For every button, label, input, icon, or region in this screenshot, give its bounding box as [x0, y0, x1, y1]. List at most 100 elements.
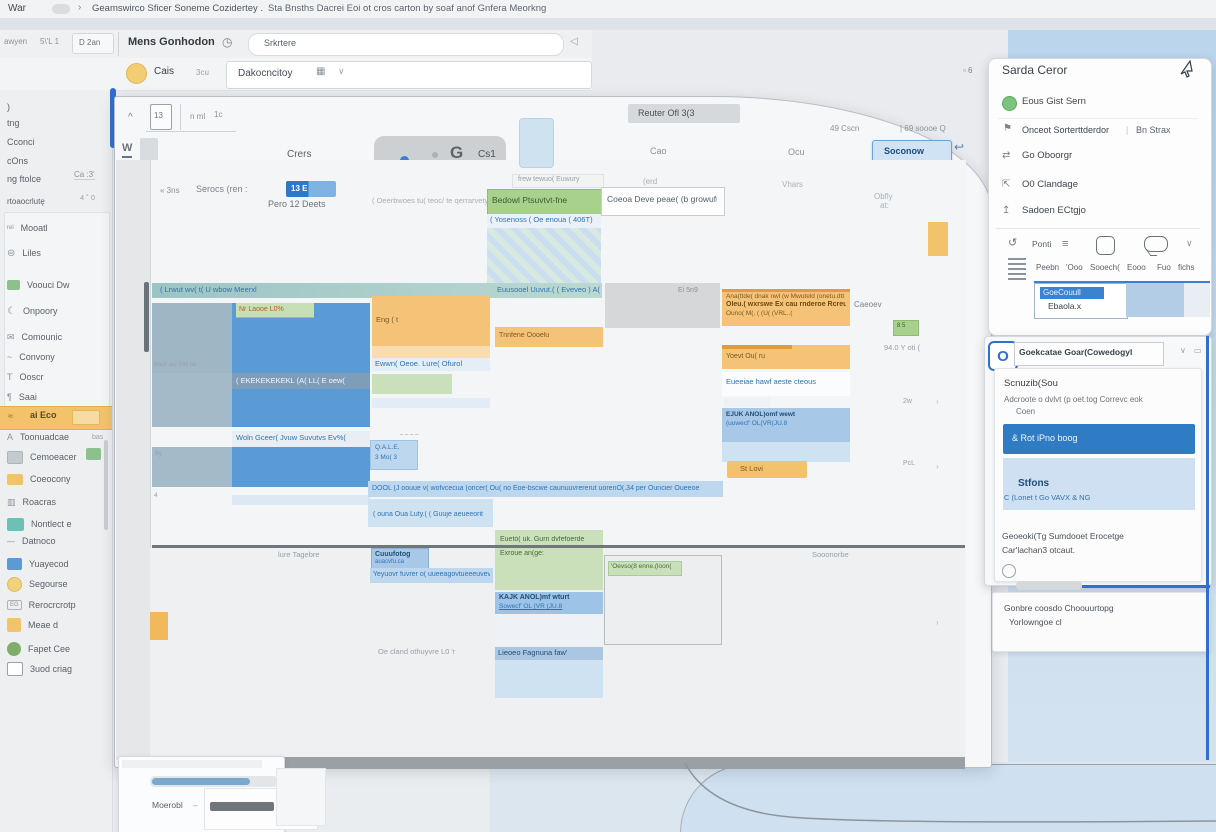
widget-dark-bar[interactable]	[210, 802, 274, 811]
list-icon[interactable]	[1008, 258, 1026, 280]
chevron-down-icon[interactable]: ∨	[338, 66, 345, 76]
menu-item-sadoen[interactable]: ↥ Sadoen ECtgjo	[996, 203, 1202, 225]
event-striped-block[interactable]	[487, 228, 601, 290]
sidebar-item[interactable]: tng	[0, 114, 110, 132]
sidebar-item-nontlect[interactable]: Nontlect e	[0, 515, 110, 533]
sidebar-item-mooatl[interactable]: rei Mooatl	[0, 219, 110, 237]
aieco-toggle[interactable]	[72, 410, 100, 425]
sidebar-item-convony[interactable]: ~ Convony	[0, 348, 110, 366]
nav-pill[interactable]	[52, 4, 70, 14]
menu-item-onceot[interactable]: ⚑ Onceot Sorterttderdor | Bn Strax	[996, 121, 1202, 143]
forward-icon[interactable]: ›	[78, 2, 82, 13]
event-a1-gray[interactable]	[152, 303, 232, 373]
sidebar-item-roacras[interactable]: ▥ Roacras	[0, 493, 110, 511]
panel-tab-peebn[interactable]: Peebn	[1036, 263, 1060, 272]
yellow-tall-chip[interactable]	[928, 222, 948, 256]
toolbar-tab[interactable]	[72, 33, 114, 54]
event-wide-blue-band[interactable]: DOOL (J oouue v( wofvcecua (oricer( Ou( …	[368, 481, 723, 497]
event-a2-header[interactable]	[232, 373, 370, 389]
assistant-title-box[interactable]	[1014, 342, 1164, 366]
primary-button-label[interactable]: & Rot iPno boog	[1012, 433, 1078, 443]
event-a3-blue[interactable]	[232, 447, 370, 487]
event-c-green[interactable]: Euetó( uk. Gurn dvfefoerde Exroue an(ge:	[495, 530, 603, 590]
stfons-section[interactable]	[1003, 458, 1195, 510]
event-b-green[interactable]	[372, 374, 452, 394]
event-b-row3[interactable]: Yeyuovr fuvrer o( uueeagovtueeeuvev'	[370, 568, 493, 583]
collapse-caret-icon[interactable]: ^	[128, 112, 133, 123]
menu-item-clandage[interactable]: ⇱ O0 Clandage	[996, 177, 1202, 199]
chevron-right-icon[interactable]: ›	[936, 397, 939, 406]
cell-sub-text[interactable]: Ebaola.x	[1048, 301, 1082, 311]
panel-tab-fuo[interactable]: Fuo	[1157, 263, 1171, 272]
event-b2-block[interactable]: ( ouna Oua Luty.( ( Guuje aeueeorit	[368, 499, 493, 527]
sticker-icon[interactable]	[1096, 236, 1115, 255]
calendar-scrollbar[interactable]	[144, 282, 149, 352]
sidebar-item-coeocony[interactable]: Coeocony	[0, 470, 110, 488]
window-toolbar-icons[interactable]: 49 Cscn	[830, 124, 860, 133]
search-submit-icon[interactable]: ◁	[570, 36, 578, 47]
panel-tab-sooech[interactable]: Sooech(	[1090, 263, 1120, 272]
sidebar-item-liles[interactable]: ⊜ Liles	[0, 244, 110, 262]
info-circle-icon[interactable]	[1002, 564, 1016, 578]
event-c4-header[interactable]: Lieoeo Fagnuna faw'	[495, 647, 603, 660]
status-dot[interactable]	[126, 63, 147, 84]
event-c-orange[interactable]: Tnnfene Oooelu	[495, 327, 603, 347]
search-input[interactable]	[248, 33, 564, 56]
menu-item-eous[interactable]: Eous Gist Sern	[996, 94, 1202, 116]
event-band-teal[interactable]	[152, 283, 602, 298]
column-header-white[interactable]	[601, 187, 725, 216]
sidebar-item-fapetcee[interactable]: Fapet Cee	[0, 640, 110, 658]
chevron-down-icon[interactable]: ∨	[1186, 238, 1193, 248]
toolbar-tab-label[interactable]: D 2an	[79, 38, 101, 47]
event-b-orange[interactable]: Eng ( t	[372, 296, 490, 346]
table-cell-shaded[interactable]	[1126, 283, 1184, 317]
sidebar-item-voouci[interactable]: Voouci Dw	[0, 276, 110, 294]
cell-selected-text[interactable]: GoeCouull	[1043, 288, 1081, 297]
category-dropdown-value[interactable]: Dakocncitoy	[238, 68, 293, 79]
primary-button[interactable]	[1003, 424, 1195, 454]
event-b-strip[interactable]	[372, 398, 490, 408]
sidebar-item-comounic[interactable]: ✉ Comounic	[0, 328, 110, 346]
active-tab-label[interactable]: Cs1	[478, 149, 496, 160]
sidebar-scrollbar[interactable]	[104, 440, 108, 530]
chevron-right-icon[interactable]: ›	[936, 618, 939, 627]
panel-tab-fichs[interactable]: fichs	[1178, 263, 1195, 272]
pont-tool-label[interactable]: Ponti	[1032, 239, 1052, 249]
panel-minimize-icon[interactable]: ▭	[1194, 346, 1202, 355]
sidebar-item-extra[interactable]: Ca :3'	[74, 170, 95, 181]
event-orange-square[interactable]	[150, 612, 168, 640]
lines-icon[interactable]: ≡	[1062, 238, 1069, 250]
green-mini-chip[interactable]	[893, 320, 919, 336]
sidebar-item[interactable]: rtoaocrlutę	[0, 192, 110, 210]
sidebar-item[interactable]: ng ftolce	[0, 170, 110, 188]
menu-item-oboorgr[interactable]: ⇄ Go Oboorgr	[996, 148, 1202, 170]
sidebar-item-saai[interactable]: ¶ Saai	[0, 388, 110, 406]
sidebar-item-cemoeacer[interactable]: Cemoeacer	[0, 448, 110, 466]
event-a4-strip[interactable]	[232, 495, 370, 505]
event-b-chip[interactable]: Cuuufotog auacvfu.ca	[371, 548, 429, 570]
sidebar-item-toonuadcae[interactable]: A Toonuadcae	[0, 428, 110, 446]
event-balt-chip[interactable]: Q.A.L.E. 3 Mo( 3	[370, 440, 418, 470]
calendar-icon[interactable]: ▦	[316, 66, 326, 77]
event-b-orange-pale[interactable]	[372, 346, 490, 358]
tab-label-crers[interactable]: Crers	[287, 149, 312, 160]
table-cell-plain[interactable]	[1184, 283, 1210, 317]
category-dropdown[interactable]	[226, 61, 592, 89]
event-a2-gray[interactable]	[152, 373, 232, 427]
event-e4-blue[interactable]: EJUK ANOL)omf wewt (uuwecf' OL(VR(JU.8	[722, 408, 850, 442]
sidebar-item-aieco-label[interactable]: ai Eco	[30, 410, 57, 420]
event-a3-header-bg[interactable]	[232, 431, 370, 447]
doc-chip-icon[interactable]	[140, 138, 158, 164]
comment-icon[interactable]	[1144, 236, 1168, 252]
calendar-search-label[interactable]: Serocs (ren :	[196, 184, 248, 194]
sidebar-item-yuayecod[interactable]: Yuayecod	[0, 555, 110, 573]
app-menu-label[interactable]: War	[8, 3, 26, 14]
sidebar-item-meaed[interactable]: Meae d	[0, 616, 110, 634]
subscribe-button-label[interactable]: Soconow	[884, 146, 924, 156]
event-a2-blue[interactable]	[232, 389, 370, 427]
panel-tab-eooo[interactable]: Eooo	[1127, 263, 1146, 272]
event-blue-text-row[interactable]: ( Yosenoss ( Oe enoua ( 406T)	[487, 214, 601, 228]
sidebar-item-3uodcriag[interactable]: 3uod criag	[0, 660, 110, 678]
sidebar-item-rerocrcrotp[interactable]: EG Rerocrcrotp	[0, 596, 110, 614]
breadcrumb[interactable]: Geamswirco Sficer Soneme Cozidertey .	[92, 3, 264, 14]
